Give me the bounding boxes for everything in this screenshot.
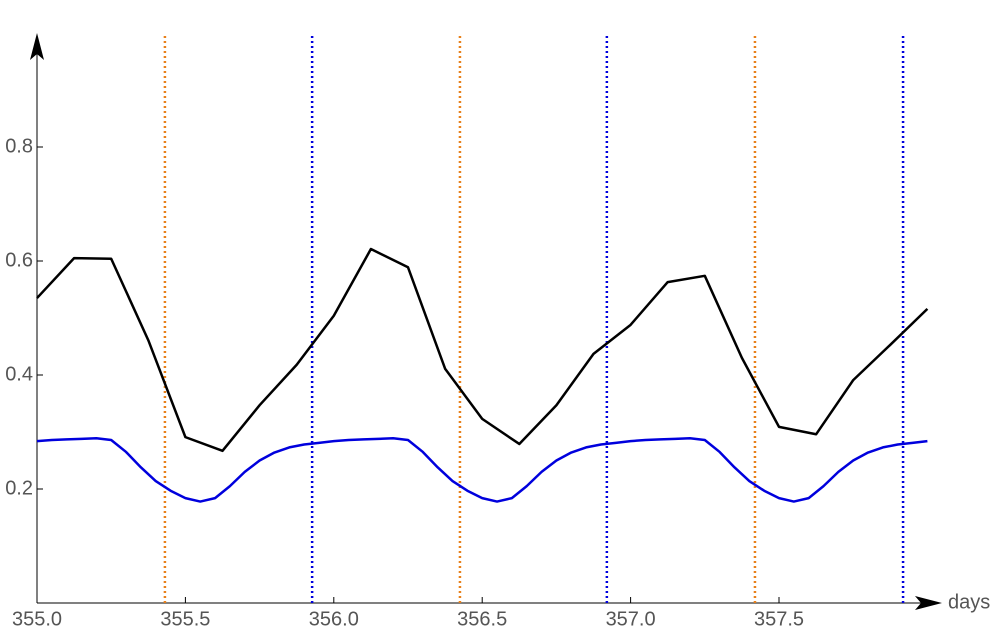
x-tick-label: 356.0: [309, 608, 359, 630]
line-series: [36, 247, 929, 453]
y-tick-label: 0.2: [5, 477, 33, 499]
line-series: [36, 437, 928, 503]
x-tick-label: 355.5: [160, 608, 210, 630]
y-tick-label: 0.6: [5, 249, 33, 271]
x-tick-label: 355.0: [12, 608, 62, 630]
x-axis-label: days: [948, 591, 990, 613]
y-axis-arrow: [30, 33, 44, 60]
x-tick-label: 357.5: [754, 608, 804, 630]
y-tick-label: 0.4: [5, 363, 33, 385]
y-tick-label: 0.8: [5, 135, 33, 157]
x-axis-arrow: [915, 596, 942, 610]
x-tick-label: 357.0: [606, 608, 656, 630]
x-tick-label: 356.5: [457, 608, 507, 630]
